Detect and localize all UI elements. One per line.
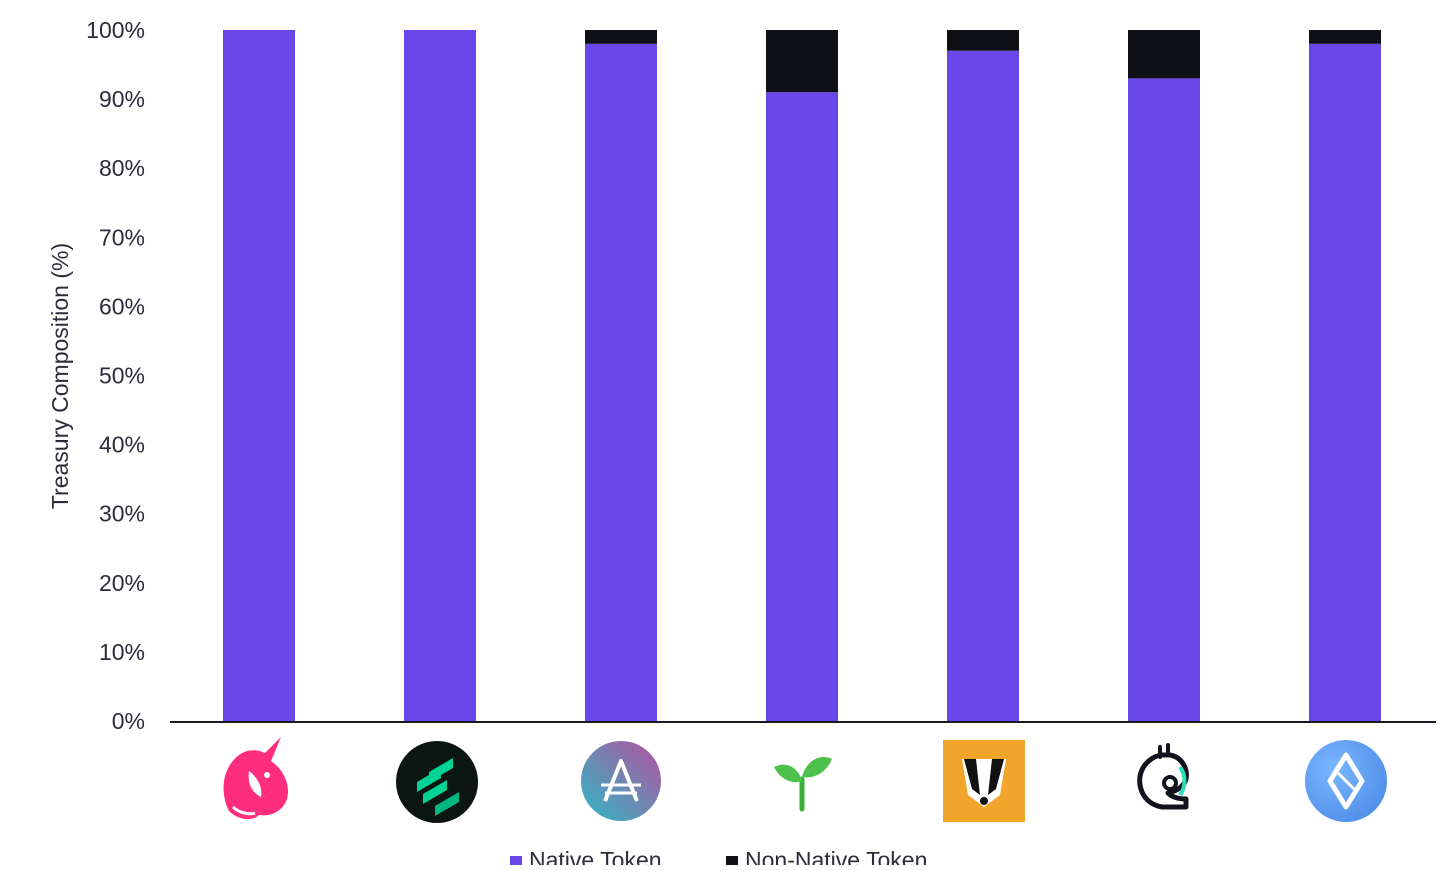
y-axis-label: Treasury Composition (%) (47, 243, 73, 509)
letter-a-logo-icon (581, 741, 661, 821)
y-tick-label: 90% (99, 86, 145, 112)
bar-native-token (766, 92, 838, 721)
y-tick-label: 50% (99, 363, 145, 389)
knight-logo-icon (1137, 743, 1189, 810)
stacked-blocks-logo-icon (396, 741, 478, 823)
legend-label-non-native: Non-Native Token (745, 847, 927, 865)
bar-native-token (1309, 43, 1381, 721)
legend-swatch-native (510, 856, 522, 868)
bar-native-token (404, 30, 476, 721)
sprout-logo-icon (774, 757, 832, 812)
bar-non-native-token (947, 30, 1019, 51)
diamond-logo-icon (1305, 740, 1387, 822)
legend-label-native: Native Token (529, 847, 662, 865)
bar-non-native-token (766, 30, 838, 93)
y-tick-label: 0% (112, 708, 145, 734)
y-tick-label: 60% (99, 293, 145, 319)
y-tick-label: 10% (99, 639, 145, 665)
y-tick-label: 40% (99, 432, 145, 458)
y-tick-label: 30% (99, 501, 145, 527)
y-tick-label: 100% (86, 17, 145, 43)
bar-non-native-token (1309, 30, 1381, 44)
unicorn-logo-icon (223, 737, 289, 820)
bar-non-native-token (585, 30, 657, 44)
badger-logo-icon (943, 740, 1025, 822)
bars (223, 30, 1381, 722)
legend: Native Token Non-Native Token (510, 847, 927, 870)
y-tick-label: 20% (99, 570, 145, 596)
bar-native-token (1128, 78, 1200, 722)
legend-swatch-non-native (726, 856, 738, 868)
bar-native-token (223, 30, 295, 721)
category-icons (223, 737, 1387, 823)
bar-non-native-token (1128, 30, 1200, 79)
y-tick-label: 80% (99, 155, 145, 181)
bar-native-token (947, 50, 1019, 722)
y-axis-ticks: 0% 10% 20% 30% 40% 50% 60% 70% 80% 90% 100% (86, 17, 145, 734)
bar-native-token (585, 43, 657, 721)
y-tick-label: 70% (99, 224, 145, 250)
